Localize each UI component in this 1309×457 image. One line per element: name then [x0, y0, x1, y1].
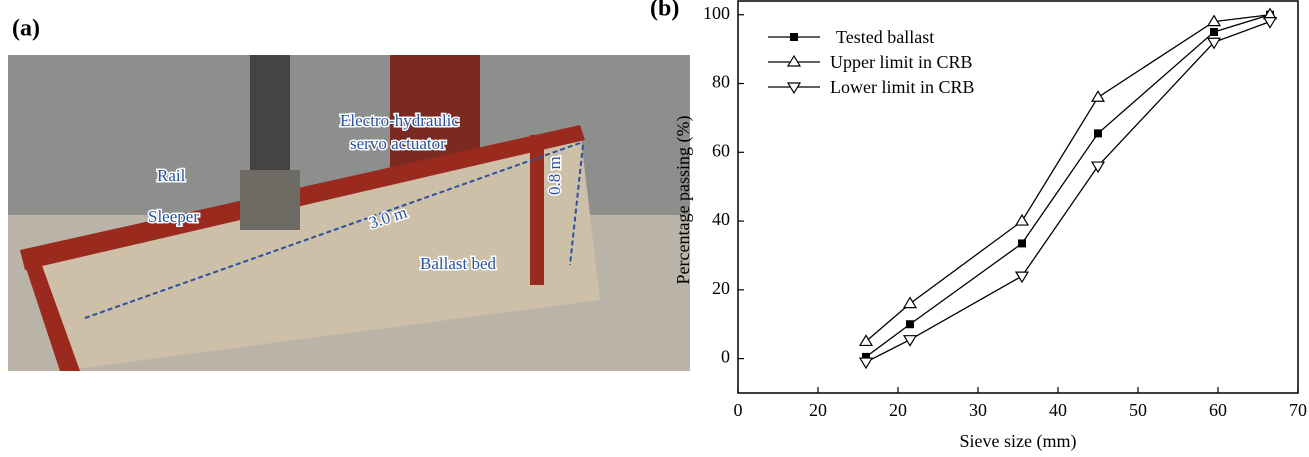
actuator [250, 55, 290, 175]
panel-label: (b) [650, 0, 679, 22]
y-tick-label: 40 [712, 209, 730, 229]
y-tick-label: 0 [721, 347, 730, 367]
marker [1090, 90, 1106, 102]
photo: Electro-hydraulic servo actuator Rail Sl… [8, 55, 690, 371]
marker [1262, 17, 1278, 29]
marker [902, 296, 918, 309]
y-tick-label: 60 [712, 140, 730, 160]
annotation: Electro-hydraulic [340, 111, 459, 130]
annotation: 0.8 m [545, 156, 564, 195]
marker [1206, 14, 1222, 27]
y-tick-label: 100 [703, 3, 730, 23]
x-axis-label: Sieve size (mm) [960, 431, 1077, 452]
annotation: Rail [157, 166, 186, 185]
annotation: Sleeper [148, 207, 199, 226]
rail-block [240, 170, 300, 230]
x-tick-label: 60 [1209, 400, 1227, 420]
annotation: Ballast bed [420, 254, 497, 273]
frame-post [530, 135, 544, 285]
series-line [865, 14, 1271, 358]
x-tick-label: 40 [1049, 400, 1067, 420]
marker [1090, 161, 1106, 174]
x-tick-label: 0 [734, 400, 743, 420]
series-line [865, 14, 1271, 342]
frame-top [20, 125, 585, 270]
x-tick-label: 20 [809, 400, 827, 420]
marker [1014, 271, 1030, 284]
legend-label: Tested ballast [836, 27, 934, 47]
y-axis-label: Percentage passing (%) [673, 116, 694, 285]
marker [1210, 27, 1218, 36]
plot-frame [737, 0, 1299, 394]
marker [906, 320, 914, 329]
x-tick-label: 30 [969, 400, 987, 420]
legend-label: Upper limit in CRB [830, 52, 973, 72]
marker [786, 54, 802, 67]
marker [862, 352, 870, 361]
marker [858, 334, 874, 347]
marker [1206, 37, 1222, 50]
y-tick-label: 80 [712, 72, 730, 92]
marker [902, 335, 918, 347]
marker [786, 82, 802, 95]
marker [790, 33, 798, 41]
x-tick-label: 20 [889, 400, 907, 420]
x-tick-label: 50 [1129, 400, 1147, 420]
x-tick-label: 70 [1289, 400, 1307, 420]
panel-label: (a) [12, 16, 40, 42]
annotation: servo actuator [350, 134, 446, 153]
marker [1014, 213, 1030, 226]
marker [1094, 129, 1102, 138]
legend-label: Lower limit in CRB [830, 77, 975, 97]
y-tick-label: 20 [712, 278, 730, 298]
marker [1018, 239, 1026, 248]
height-arrow [569, 144, 584, 266]
series-line [865, 21, 1271, 363]
frame-side [20, 250, 80, 371]
ballast [40, 130, 600, 371]
marker [858, 357, 874, 370]
